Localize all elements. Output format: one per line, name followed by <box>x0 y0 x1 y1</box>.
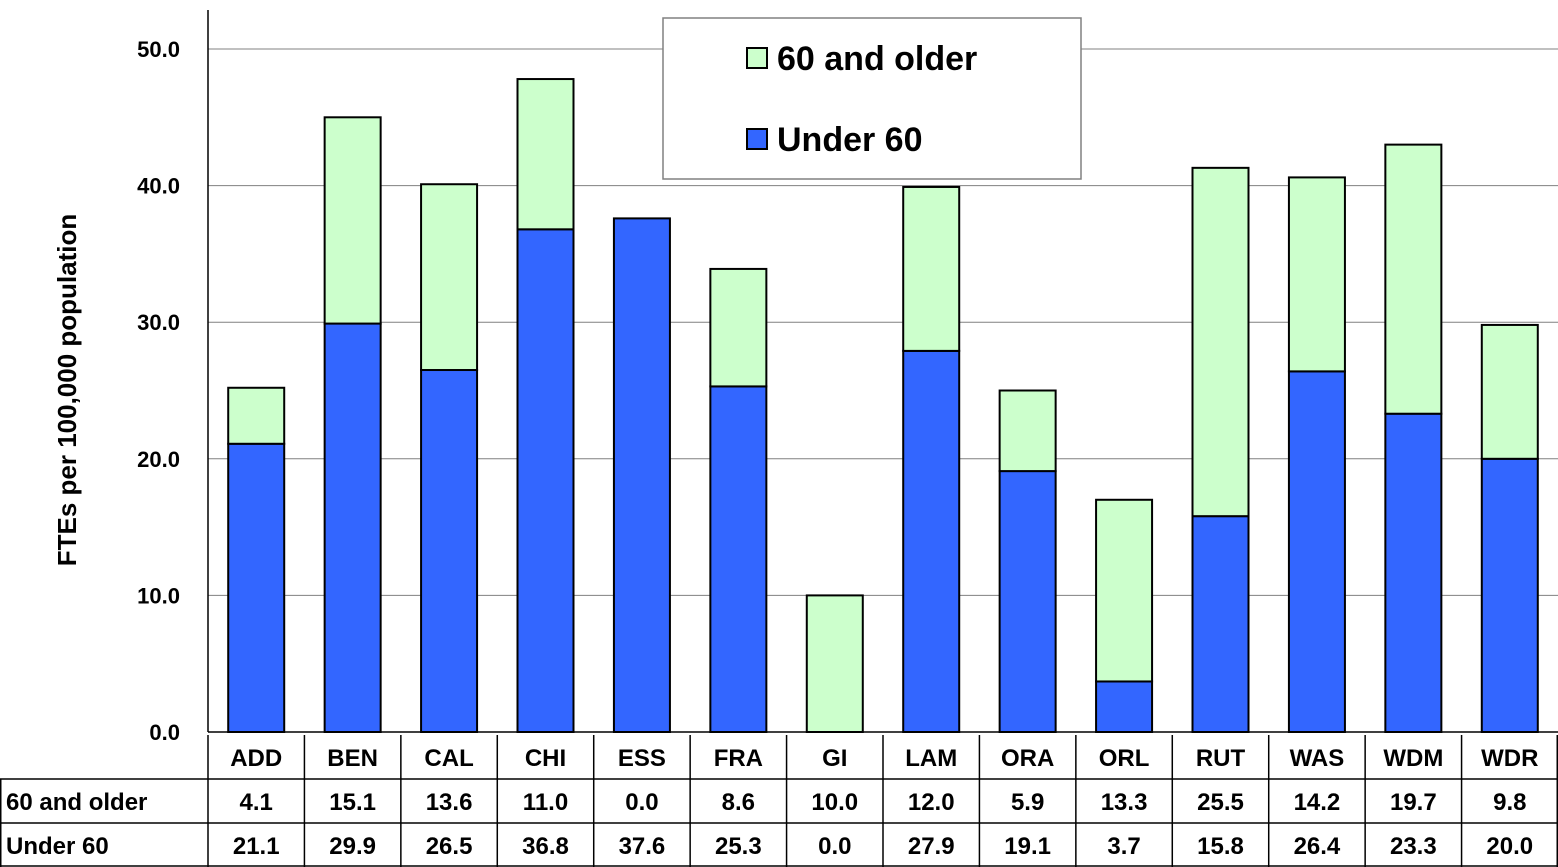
legend-box <box>662 17 1082 180</box>
table-cell: 36.8 <box>522 833 569 860</box>
bar-under-60 <box>902 349 961 733</box>
bar-under-60 <box>709 385 768 733</box>
x-tick-label: ORA <box>1001 745 1054 772</box>
bar-under-60 <box>1480 457 1539 733</box>
bar-60-and-older <box>420 183 479 372</box>
bars <box>227 78 1539 734</box>
bar-60-and-older <box>1095 498 1154 683</box>
table-cell: 37.6 <box>619 833 666 860</box>
table-cell: 13.6 <box>426 789 473 816</box>
x-tick-label: FRA <box>714 745 763 772</box>
data-table: ADD BEN CAL CHI ESS FRA GI LAM ORA ORL RUT WAS WDM WD… <box>0 735 1558 867</box>
table-cell: 29.9 <box>329 833 376 860</box>
legend-swatch <box>746 128 768 150</box>
table-cell: 15.1 <box>329 789 376 816</box>
x-tick-label: ADD <box>230 745 282 772</box>
bar-under-60 <box>1287 370 1346 733</box>
bar-60-and-older <box>998 389 1057 473</box>
bar-60-and-older <box>902 185 961 352</box>
bar-under-60 <box>1191 515 1250 733</box>
table-cell: 0.0 <box>625 789 658 816</box>
bar-60-and-older <box>323 116 382 325</box>
bar-60-and-older <box>1480 323 1539 460</box>
table-cell: 12.0 <box>908 789 955 816</box>
bar-under-60 <box>1095 680 1154 734</box>
y-tick-label: 10.0 <box>137 583 180 608</box>
table-cell: 10.0 <box>811 789 858 816</box>
table-cell: 21.1 <box>233 833 280 860</box>
y-tick-labels: 0.0 10.0 20.0 30.0 40.0 50.0 <box>137 37 180 745</box>
table-row-label: Under 60 <box>6 833 109 860</box>
table-cell: 14.2 <box>1294 789 1341 816</box>
x-tick-label: WDM <box>1383 745 1443 772</box>
x-tick-label: GI <box>822 745 847 772</box>
y-tick-label: 50.0 <box>137 37 180 62</box>
x-tick-label: WDR <box>1481 745 1538 772</box>
table-cell: 8.6 <box>722 789 755 816</box>
legend: 60 and older Under 60 <box>662 17 1082 180</box>
bar-60-and-older <box>709 267 768 388</box>
table-cell: 3.7 <box>1107 833 1140 860</box>
legend-swatch <box>746 47 768 69</box>
table-cell: 19.7 <box>1390 789 1437 816</box>
table-cell: 11.0 <box>523 789 568 816</box>
x-tick-label: ORL <box>1099 745 1150 772</box>
table-cell: 23.3 <box>1390 833 1437 860</box>
bar-60-and-older <box>516 78 575 231</box>
bar-under-60 <box>612 217 671 734</box>
bar-60-and-older <box>805 594 864 734</box>
table-cell: 25.5 <box>1197 789 1244 816</box>
table-cell: 26.5 <box>426 833 473 860</box>
y-axis-label: FTEs per 100,000 population <box>52 214 82 567</box>
y-tick-label: 30.0 <box>137 310 180 335</box>
y-tick-label: 40.0 <box>137 174 180 199</box>
table-row-label: 60 and older <box>6 789 147 816</box>
bar-under-60 <box>1384 412 1443 733</box>
table-cell: 0.0 <box>818 833 851 860</box>
x-tick-label: RUT <box>1196 745 1246 772</box>
table-cell: 4.1 <box>240 789 273 816</box>
bar-under-60 <box>323 322 382 733</box>
bar-60-and-older <box>1191 166 1250 518</box>
table-cell: 13.3 <box>1101 789 1148 816</box>
legend-label: Under 60 <box>777 121 923 159</box>
y-tick-label: 0.0 <box>149 720 180 745</box>
table-cell: 26.4 <box>1294 833 1341 860</box>
bar-under-60 <box>227 442 286 733</box>
x-tick-label: ESS <box>618 745 666 772</box>
y-tick-label: 20.0 <box>137 447 180 472</box>
bar-60-and-older <box>227 386 286 445</box>
table-cell: 19.1 <box>1004 833 1051 860</box>
bar-under-60 <box>998 470 1057 733</box>
x-tick-label: BEN <box>327 745 378 772</box>
table-cell: 5.9 <box>1011 789 1044 816</box>
bar-60-and-older <box>1384 143 1443 415</box>
bar-under-60 <box>516 228 575 733</box>
table-cell: 27.9 <box>908 833 955 860</box>
legend-label: 60 and older <box>777 40 977 78</box>
x-tick-label: LAM <box>905 745 957 772</box>
table-cell: 25.3 <box>715 833 762 860</box>
x-tick-label: CHI <box>525 745 566 772</box>
table-cell: 15.8 <box>1197 833 1244 860</box>
x-tick-label: CAL <box>424 745 473 772</box>
axes <box>207 10 1558 733</box>
table-cell: 9.8 <box>1493 789 1526 816</box>
bar-under-60 <box>420 369 479 733</box>
bar-60-and-older <box>1287 176 1346 373</box>
x-tick-label: WAS <box>1290 745 1345 772</box>
table-cell: 20.0 <box>1486 833 1533 860</box>
